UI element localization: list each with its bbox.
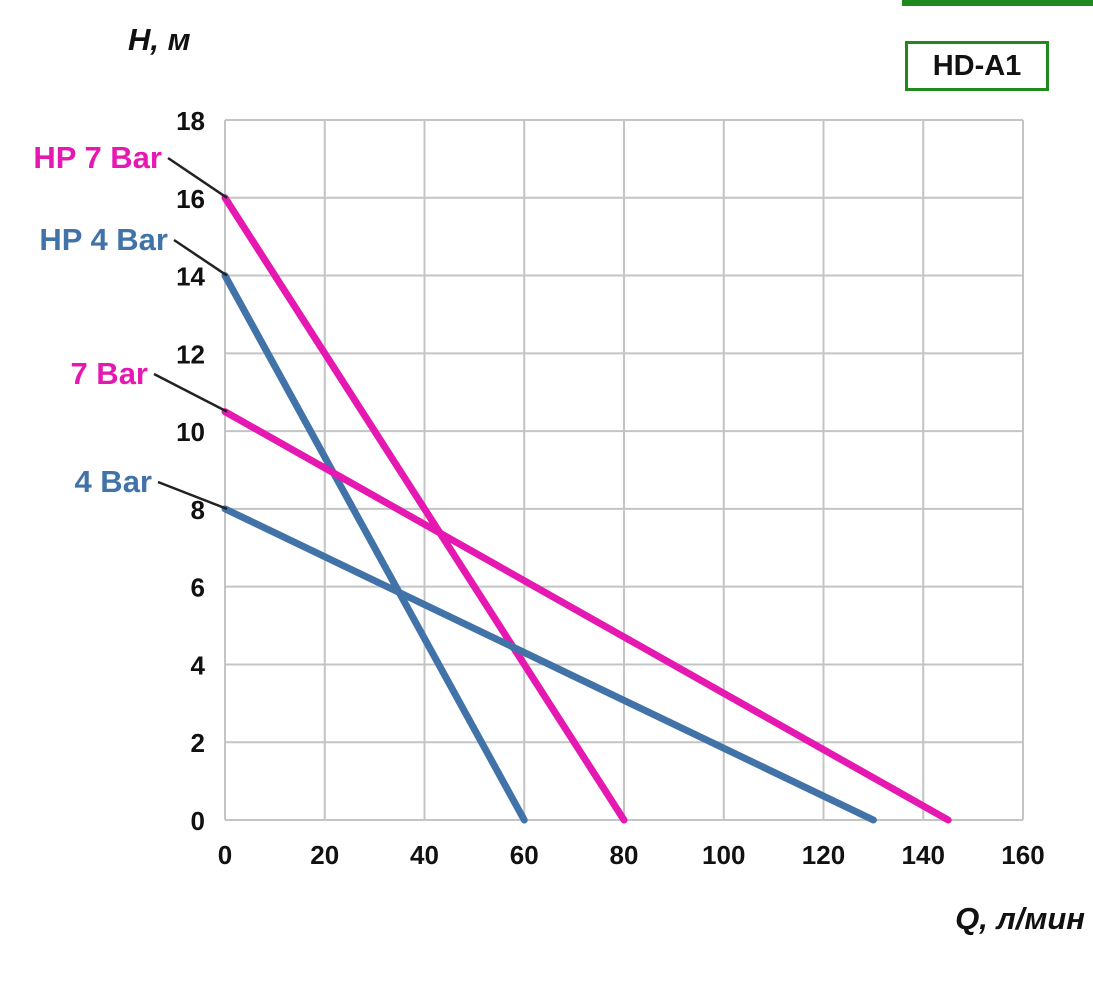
top-green-strip	[902, 0, 1093, 6]
x-tick-label: 60	[510, 840, 539, 870]
series-label-leader-hp-4-bar	[173, 238, 228, 277]
series-label-7-bar: 7 Bar	[70, 356, 148, 391]
series-label-4-bar: 4 Bar	[74, 464, 152, 499]
x-tick-label: 140	[902, 840, 945, 870]
series-line-4-bar	[221, 505, 877, 824]
y-tick-label: 10	[176, 417, 205, 447]
series-label-leader-4-bar	[157, 480, 228, 511]
y-tick-label: 0	[191, 806, 205, 836]
y-tick-label: 8	[191, 495, 205, 525]
x-tick-label: 40	[410, 840, 439, 870]
y-tick-label: 18	[176, 106, 205, 136]
y-axis-title: H, м	[128, 22, 191, 57]
series-line-7-bar	[221, 408, 952, 824]
x-axis-title: Q, л/мин	[955, 901, 1085, 936]
series-label-hp-4-bar: HP 4 Bar	[39, 222, 168, 257]
x-tick-label: 120	[802, 840, 845, 870]
y-tick-label: 16	[176, 184, 205, 214]
y-tick-label: 6	[191, 573, 205, 603]
y-tick-label: 12	[176, 339, 205, 369]
y-tick-label: 4	[191, 650, 206, 680]
series-label-leader-7-bar	[153, 372, 228, 413]
x-tick-label: 0	[218, 840, 232, 870]
model-badge: HD-A1	[905, 41, 1049, 91]
series-line-hp-4-bar	[221, 272, 528, 824]
series-label-leader-hp-7-bar	[167, 156, 228, 199]
x-tick-label: 80	[610, 840, 639, 870]
series-line-hp-7-bar	[221, 194, 628, 824]
y-tick-label: 2	[191, 728, 205, 758]
model-label: HD-A1	[932, 49, 1022, 82]
x-tick-label: 160	[1001, 840, 1044, 870]
x-tick-label: 100	[702, 840, 745, 870]
series-label-hp-7-bar: HP 7 Bar	[33, 140, 162, 175]
y-tick-label: 14	[176, 262, 205, 292]
x-tick-label: 20	[310, 840, 339, 870]
